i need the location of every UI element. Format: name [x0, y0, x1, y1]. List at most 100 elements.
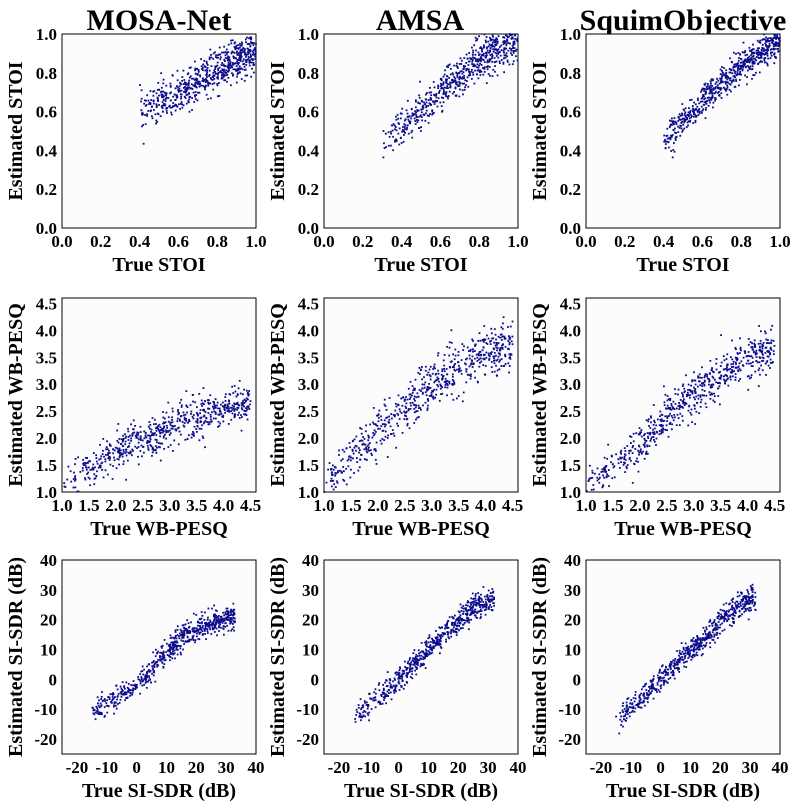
data-point: [254, 50, 257, 53]
data-point: [139, 425, 142, 428]
data-point: [708, 85, 711, 88]
data-point: [488, 65, 491, 68]
data-point: [244, 52, 247, 55]
data-point: [225, 72, 228, 74]
data-point: [145, 686, 148, 689]
data-point: [123, 687, 126, 690]
data-point: [64, 486, 67, 489]
data-point: [448, 63, 451, 66]
data-point: [149, 435, 152, 437]
data-point: [672, 142, 675, 144]
data-point: [681, 393, 684, 396]
data-point: [623, 447, 626, 450]
data-point: [710, 78, 713, 81]
data-point: [410, 394, 413, 397]
data-point: [125, 681, 128, 684]
data-point: [366, 712, 369, 715]
data-point: [202, 402, 204, 405]
data-point: [242, 58, 245, 61]
data-point: [330, 485, 333, 488]
data-point: [369, 697, 372, 700]
data-point: [95, 454, 98, 457]
data-point: [459, 70, 462, 73]
data-point: [421, 366, 423, 368]
data-point: [751, 48, 754, 51]
data-point: [112, 452, 115, 455]
data-point: [669, 421, 672, 424]
data-point: [752, 60, 754, 63]
data-point: [441, 109, 444, 112]
data-point: [231, 39, 234, 42]
data-point: [227, 613, 230, 616]
data-point: [673, 150, 676, 153]
data-point: [761, 39, 764, 41]
data-point: [226, 52, 229, 55]
data-point: [629, 435, 631, 438]
data-point: [152, 668, 154, 671]
data-point: [203, 630, 206, 632]
data-point: [435, 393, 438, 396]
data-point: [211, 607, 213, 610]
data-point: [677, 120, 680, 122]
data-point: [460, 59, 463, 62]
data-point: [409, 668, 412, 671]
data-point: [772, 350, 775, 353]
data-point: [441, 83, 444, 86]
data-point: [606, 473, 609, 476]
data-point: [116, 698, 118, 701]
data-point: [495, 60, 498, 63]
data-point: [682, 117, 684, 120]
data-point: [736, 67, 739, 70]
data-point: [455, 82, 458, 85]
data-point: [342, 478, 345, 481]
data-point: [751, 348, 754, 351]
data-point: [703, 87, 706, 90]
data-point: [206, 628, 209, 631]
data-point: [188, 625, 191, 628]
data-point: [774, 44, 777, 47]
data-point: [387, 695, 390, 697]
data-point: [167, 97, 170, 99]
data-point: [222, 627, 225, 630]
data-point: [474, 345, 476, 347]
data-point: [637, 433, 640, 436]
data-point: [233, 611, 236, 614]
data-point: [230, 42, 233, 45]
data-point: [441, 368, 444, 371]
data-point: [703, 380, 706, 383]
data-point: [175, 640, 178, 643]
data-point: [700, 97, 703, 100]
data-point: [204, 69, 207, 72]
y-tick-label: 4.5: [560, 294, 581, 313]
data-point: [394, 679, 396, 681]
data-point: [513, 42, 516, 45]
data-point: [470, 601, 473, 604]
data-point: [223, 58, 226, 61]
data-point: [479, 361, 481, 364]
data-point: [157, 97, 159, 100]
data-point: [739, 337, 741, 340]
data-point: [363, 700, 366, 703]
data-point: [413, 389, 416, 391]
data-point: [174, 640, 177, 643]
data-point: [479, 617, 482, 620]
data-point: [124, 691, 126, 694]
data-point: [323, 491, 326, 493]
data-point: [395, 138, 398, 141]
data-point: [101, 713, 103, 716]
data-point: [169, 99, 172, 102]
data-point: [155, 122, 157, 125]
data-point: [146, 439, 149, 442]
data-point: [734, 347, 737, 349]
data-point: [194, 401, 197, 404]
data-point: [130, 423, 132, 426]
data-point: [750, 59, 752, 62]
data-point: [174, 87, 177, 90]
data-point: [212, 76, 215, 78]
data-point: [663, 134, 666, 137]
data-point: [495, 37, 498, 40]
data-point: [199, 622, 201, 624]
data-point: [157, 442, 160, 444]
data-point: [183, 90, 185, 93]
x-tick-label: 0.4: [129, 232, 151, 251]
